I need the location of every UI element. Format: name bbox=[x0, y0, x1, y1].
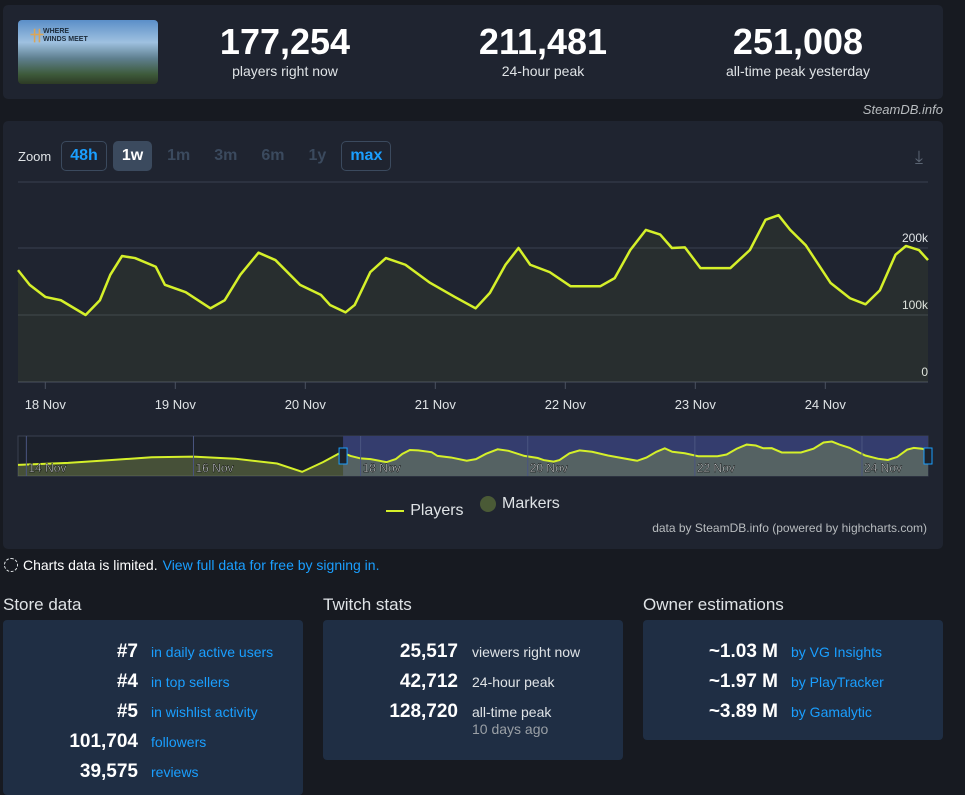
chart-legend: Players Markers bbox=[3, 495, 943, 520]
stat-value: 211,481 bbox=[443, 23, 643, 61]
y-tick-label: 200k bbox=[902, 231, 929, 245]
sign-in-link[interactable]: View full data for free by signing in. bbox=[163, 557, 380, 573]
navigator-tick-label: 14 Nov bbox=[28, 461, 66, 475]
stat-row: ~1.03 M by VG Insights bbox=[643, 637, 943, 667]
stat-value: 128,720 bbox=[323, 701, 458, 723]
steamdb-credit: SteamDB.info bbox=[863, 102, 943, 117]
owner-estimations-title: Owner estimations bbox=[643, 595, 784, 615]
store-data-title: Store data bbox=[3, 595, 81, 615]
data-limited-notice: Charts data is limited. View full data fo… bbox=[4, 557, 379, 573]
chart-source: data by SteamDB.info (powered by highcha… bbox=[652, 521, 927, 535]
navigator-handle[interactable] bbox=[924, 448, 932, 464]
navigator-tick-label: 22 Nov bbox=[697, 461, 735, 475]
twitch-stats-box: 25,517 viewers right now 42,712 24-hour pea… bbox=[323, 620, 623, 760]
legend-label: Markers bbox=[502, 495, 560, 513]
stat-label: 24-hour peak bbox=[472, 674, 555, 690]
x-tick-label: 18 Nov bbox=[25, 397, 67, 412]
stat-row: #4 in top sellers bbox=[3, 667, 303, 697]
stat-row: 39,575 reviews bbox=[3, 757, 303, 787]
stat-link[interactable]: in top sellers bbox=[151, 674, 230, 690]
peak-date: 10 days ago bbox=[472, 721, 623, 737]
stat-value: #5 bbox=[3, 701, 138, 723]
stat-value: 177,254 bbox=[185, 23, 385, 61]
twitch-stats-title: Twitch stats bbox=[323, 595, 412, 615]
chart-panel: Zoom 48h 1w 1m 3m 6m 1y max ⤓ 0100k200k1… bbox=[3, 121, 943, 549]
legend-markers[interactable]: Markers bbox=[480, 495, 560, 513]
stat-value: 25,517 bbox=[323, 641, 458, 663]
stat-value: ~1.03 M bbox=[643, 641, 778, 663]
stat-link[interactable]: by PlayTracker bbox=[791, 674, 884, 690]
stat-row: 42,712 24-hour peak bbox=[323, 667, 623, 697]
notice-text: Charts data is limited. bbox=[23, 557, 158, 573]
stat-alltime-peak: 251,008 all-time peak yesterday bbox=[698, 23, 898, 79]
x-tick-label: 21 Nov bbox=[415, 397, 457, 412]
game-logo-mark: 卄 bbox=[30, 26, 44, 46]
stat-24h-peak: 211,481 24-hour peak bbox=[443, 23, 643, 79]
stat-row: ~1.97 M by PlayTracker bbox=[643, 667, 943, 697]
stat-value: #4 bbox=[3, 671, 138, 693]
stat-label: all-time peak yesterday bbox=[698, 63, 898, 79]
legend-players[interactable]: Players bbox=[386, 502, 463, 520]
stat-row: 101,704 followers bbox=[3, 727, 303, 757]
stat-value: 39,575 bbox=[3, 761, 138, 783]
x-tick-label: 24 Nov bbox=[805, 397, 847, 412]
navigator-tick-label: 24 Nov bbox=[864, 461, 902, 475]
stat-value: ~1.97 M bbox=[643, 671, 778, 693]
x-tick-label: 23 Nov bbox=[675, 397, 717, 412]
stat-row: ~3.89 M by Gamalytic bbox=[643, 697, 943, 727]
owner-estimations-box: ~1.03 M by VG Insights ~1.97 M by PlayTrack… bbox=[643, 620, 943, 740]
x-tick-label: 19 Nov bbox=[155, 397, 197, 412]
stat-link[interactable]: in wishlist activity bbox=[151, 704, 258, 720]
stat-row: #5 in wishlist activity bbox=[3, 697, 303, 727]
stat-link[interactable]: followers bbox=[151, 734, 206, 750]
stat-link[interactable]: in daily active users bbox=[151, 644, 273, 660]
stat-value: 42,712 bbox=[323, 671, 458, 693]
stat-value: ~3.89 M bbox=[643, 701, 778, 723]
stat-value: #7 bbox=[3, 641, 138, 663]
stat-players-now: 177,254 players right now bbox=[185, 23, 385, 79]
navigator-tick-label: 18 Nov bbox=[363, 461, 401, 475]
navigator-tick-label: 16 Nov bbox=[195, 461, 233, 475]
stat-value: 101,704 bbox=[3, 731, 138, 753]
stat-row: #7 in daily active users bbox=[3, 637, 303, 667]
legend-dot-icon bbox=[480, 496, 496, 512]
legend-label: Players bbox=[410, 502, 463, 520]
navigator-tick-label: 20 Nov bbox=[530, 461, 568, 475]
x-tick-label: 20 Nov bbox=[285, 397, 327, 412]
stat-row: 25,517 viewers right now bbox=[323, 637, 623, 667]
loading-circle-icon bbox=[4, 558, 18, 572]
stat-value: 251,008 bbox=[698, 23, 898, 61]
legend-line-icon bbox=[386, 510, 404, 512]
stat-label: all-time peak bbox=[472, 704, 551, 720]
players-area bbox=[18, 215, 928, 382]
stat-link[interactable]: reviews bbox=[151, 764, 198, 780]
stat-label: 24-hour peak bbox=[443, 63, 643, 79]
stat-label: viewers right now bbox=[472, 644, 580, 660]
x-tick-label: 22 Nov bbox=[545, 397, 587, 412]
navigator-handle[interactable] bbox=[339, 448, 347, 464]
stat-link[interactable]: by VG Insights bbox=[791, 644, 882, 660]
stat-link[interactable]: by Gamalytic bbox=[791, 704, 872, 720]
stat-label: players right now bbox=[185, 63, 385, 79]
